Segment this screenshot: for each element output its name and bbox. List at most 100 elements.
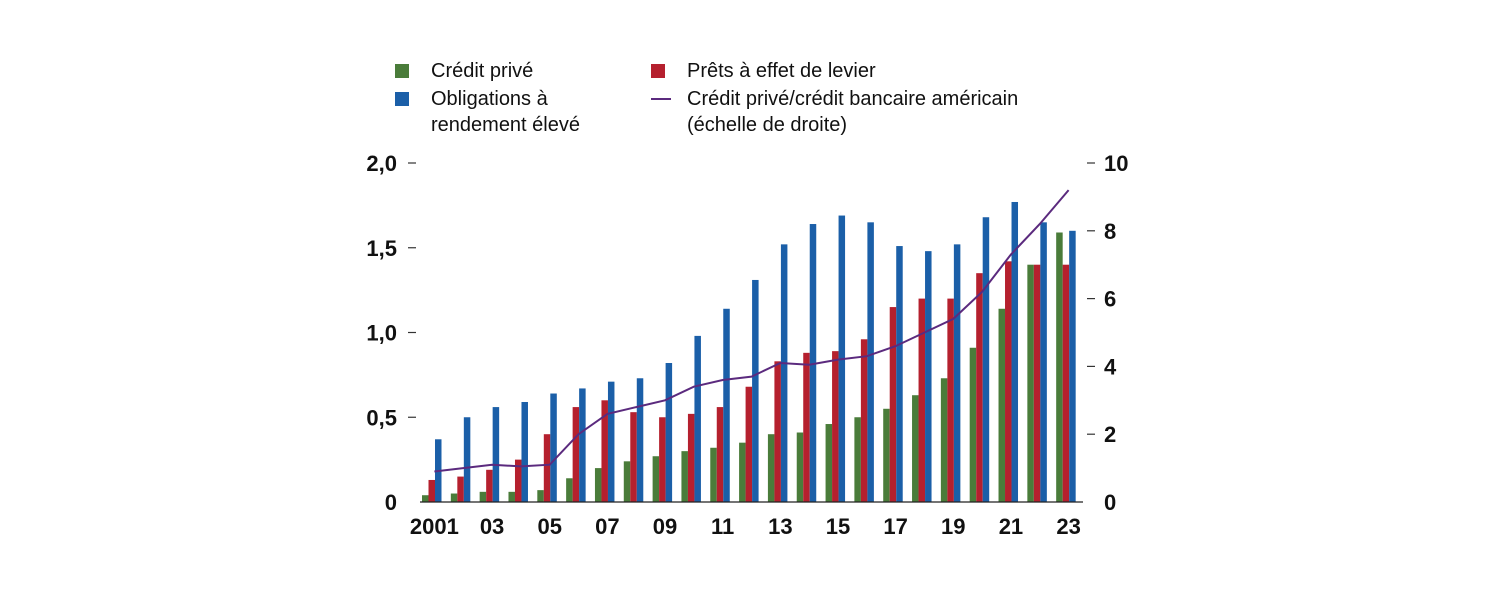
x-axis-tick-label: 23 xyxy=(1056,514,1080,539)
bar-prets-effet-levier-20 xyxy=(976,273,983,502)
bar-credit-prive-05 xyxy=(537,490,544,502)
legend-label-credit-prive: Crédit privé xyxy=(431,60,534,82)
bar-prets-effet-levier-14 xyxy=(803,352,810,502)
right-axis-tick-label: 0 xyxy=(1104,490,1116,515)
bar-obligations-rendement-04 xyxy=(521,401,528,502)
bar-credit-prive-10 xyxy=(681,451,688,502)
x-axis-tick-label: 21 xyxy=(999,514,1023,539)
bar-prets-effet-levier-13 xyxy=(774,361,781,502)
bar-obligations-rendement-07 xyxy=(607,381,615,502)
bar-credit-prive-11 xyxy=(710,447,717,502)
bar-obligations-rendement-22 xyxy=(1040,222,1047,502)
bar-credit-prive-13 xyxy=(767,434,775,502)
bar-credit-prive-17 xyxy=(883,408,890,502)
bar-prets-effet-levier-21 xyxy=(1005,261,1012,502)
legend-item-credit-prive: Crédit privé xyxy=(395,58,533,84)
x-axis-tick-label: 05 xyxy=(537,514,561,539)
bar-obligations-rendement-03 xyxy=(492,407,500,502)
right-axis-tick-label: 10 xyxy=(1104,151,1128,176)
bar-credit-prive-16 xyxy=(854,417,861,502)
x-axis-tick-label: 11 xyxy=(711,514,734,539)
bar-obligations-rendement-09 xyxy=(665,363,673,502)
left-axis-tick-label: 0 xyxy=(385,490,397,515)
bar-credit-prive-08 xyxy=(623,461,631,502)
bar-obligations-rendement-12 xyxy=(752,279,759,502)
bar-prets-effet-levier-03 xyxy=(486,469,493,502)
legend-label-ratio-line: Crédit privé/crédit bancaire américain (… xyxy=(687,88,1019,136)
x-axis-tick-label: 17 xyxy=(883,514,907,539)
legend-swatch-credit-prive xyxy=(395,64,409,78)
legend-item-obligations: Obligations à rendement élevé xyxy=(395,86,580,138)
bar-credit-prive-03 xyxy=(479,491,487,502)
bar-credit-prive-14 xyxy=(796,432,804,502)
bar-obligations-rendement-10 xyxy=(694,335,701,502)
bar-credit-prive-19 xyxy=(940,378,948,502)
bar-credit-prive-06 xyxy=(566,478,573,502)
left-axis-tick-label: 1,0 xyxy=(366,321,397,346)
bar-obligations-rendement-02 xyxy=(463,417,471,502)
bar-obligations-rendement-23 xyxy=(1069,230,1076,503)
bar-credit-prive-15 xyxy=(825,424,833,502)
bar-obligations-rendement-14 xyxy=(809,224,817,502)
bar-credit-prive-02 xyxy=(450,493,458,502)
bar-obligations-rendement-19 xyxy=(953,244,961,503)
bar-obligations-rendement-21 xyxy=(1011,201,1019,503)
right-axis-tick-label: 6 xyxy=(1104,287,1116,312)
bar-prets-effet-levier-18 xyxy=(918,298,926,502)
legend-swatch-ratio-line xyxy=(651,98,671,100)
bar-prets-effet-levier-15 xyxy=(832,351,839,502)
bar-prets-effet-levier-10 xyxy=(687,413,695,502)
left-axis-tick-label: 1,5 xyxy=(366,236,397,261)
legend: Crédit privé Obligations à rendement éle… xyxy=(395,58,1095,148)
bar-credit-prive-18 xyxy=(912,395,919,502)
legend-item-prets: Prêts à effet de levier xyxy=(651,58,876,84)
bar-prets-effet-levier-11 xyxy=(716,407,724,502)
legend-swatch-prets xyxy=(651,64,665,78)
bar-credit-prive-23 xyxy=(1056,232,1063,502)
right-axis-tick-label: 2 xyxy=(1104,422,1116,447)
legend-item-ratio-line: Crédit privé/crédit bancaire américain (… xyxy=(651,86,1018,138)
bar-credit-prive-2001 xyxy=(422,495,429,502)
x-axis-tick-label: 09 xyxy=(653,514,677,539)
bar-obligations-rendement-20 xyxy=(982,217,990,503)
left-axis-tick-label: 2,0 xyxy=(366,151,397,176)
bar-prets-effet-levier-2001 xyxy=(428,479,435,502)
right-axis-tick-label: 8 xyxy=(1104,219,1116,244)
bar-prets-effet-levier-17 xyxy=(889,307,897,502)
bar-prets-effet-levier-23 xyxy=(1062,264,1070,502)
bar-prets-effet-levier-04 xyxy=(514,459,522,502)
bar-obligations-rendement-17 xyxy=(896,246,903,502)
bar-credit-prive-12 xyxy=(739,442,746,502)
bar-prets-effet-levier-19 xyxy=(947,298,954,502)
bar-prets-effet-levier-02 xyxy=(457,476,464,502)
bar-obligations-rendement-08 xyxy=(636,378,644,502)
bar-prets-effet-levier-07 xyxy=(601,400,608,502)
bar-prets-effet-levier-22 xyxy=(1033,264,1041,502)
bar-obligations-rendement-11 xyxy=(723,308,730,502)
bar-obligations-rendement-05 xyxy=(550,393,557,502)
bar-obligations-rendement-13 xyxy=(780,244,788,503)
right-axis-tick-label: 4 xyxy=(1104,354,1117,379)
bar-credit-prive-09 xyxy=(652,456,660,502)
x-axis-tick-label: 2001 xyxy=(410,514,459,539)
legend-label-prets: Prêts à effet de levier xyxy=(687,60,876,82)
x-axis-tick-label: 15 xyxy=(826,514,850,539)
bar-credit-prive-22 xyxy=(1027,264,1034,502)
x-axis-tick-label: 07 xyxy=(595,514,619,539)
x-axis-tick-label: 13 xyxy=(768,514,792,539)
legend-label-obligations: Obligations à rendement élevé xyxy=(431,88,580,136)
bar-credit-prive-21 xyxy=(998,308,1006,502)
left-axis-tick-label: 0,5 xyxy=(366,405,397,430)
bar-prets-effet-levier-16 xyxy=(860,339,868,502)
x-axis-tick-label: 19 xyxy=(941,514,965,539)
bar-prets-effet-levier-08 xyxy=(630,412,637,502)
bar-credit-prive-04 xyxy=(508,491,515,502)
bar-credit-prive-07 xyxy=(594,468,602,502)
legend-swatch-obligations xyxy=(395,92,409,106)
bar-obligations-rendement-16 xyxy=(867,222,874,502)
x-axis-tick-label: 03 xyxy=(480,514,504,539)
line-ratio-credit-prive-bancaire xyxy=(434,189,1070,473)
bar-prets-effet-levier-06 xyxy=(572,407,580,502)
bar-prets-effet-levier-09 xyxy=(659,417,666,502)
bar-obligations-rendement-18 xyxy=(925,251,932,502)
